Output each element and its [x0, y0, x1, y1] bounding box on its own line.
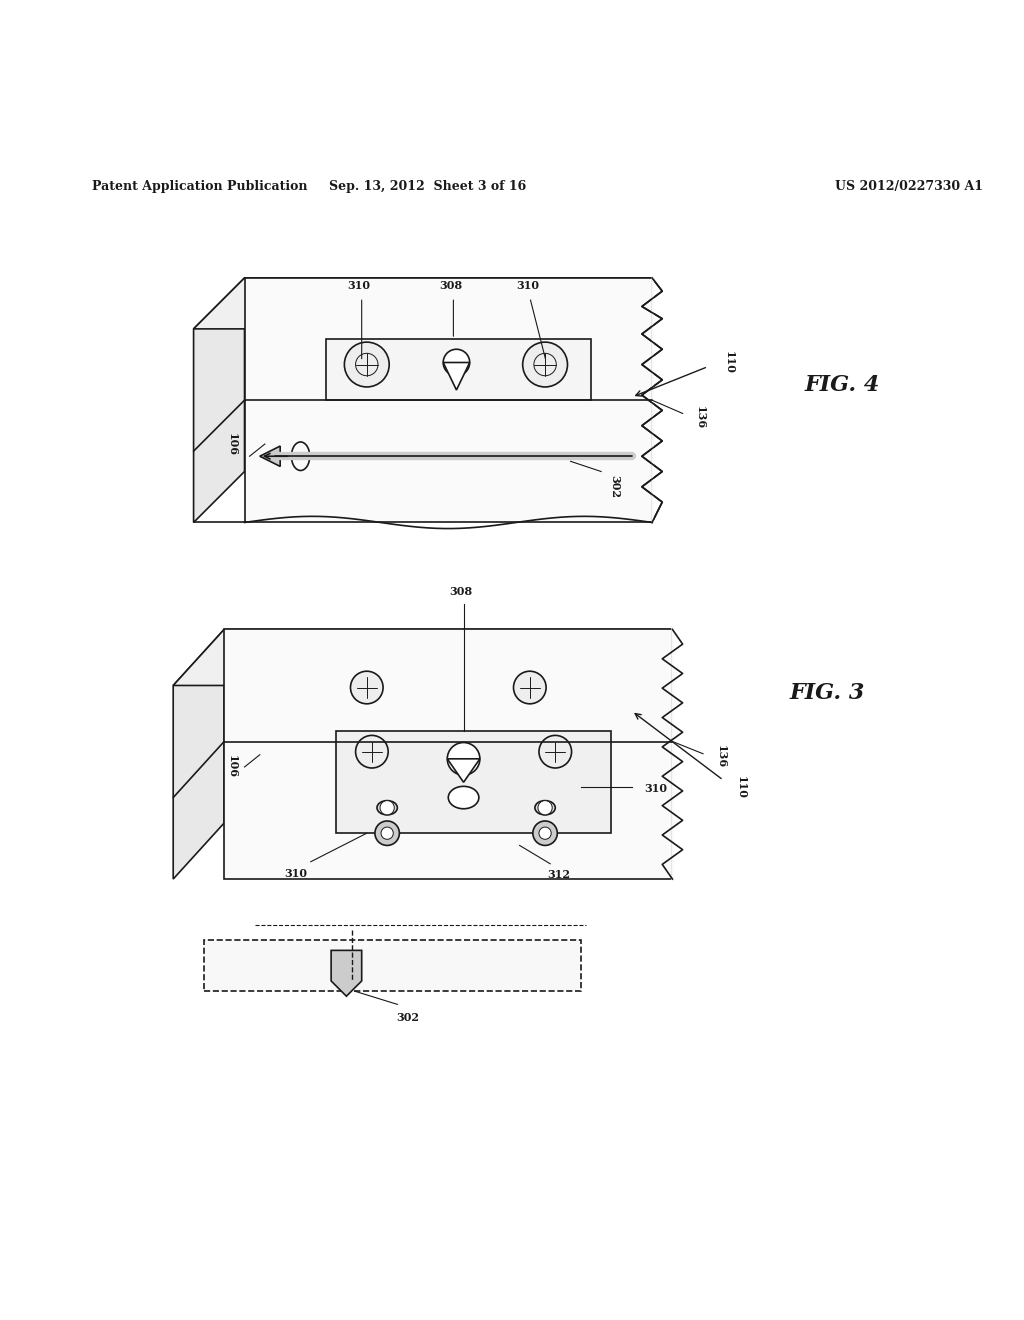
Text: Patent Application Publication: Patent Application Publication — [92, 180, 307, 193]
Circle shape — [355, 354, 378, 376]
Polygon shape — [204, 940, 581, 991]
Text: 310: 310 — [347, 280, 370, 292]
Ellipse shape — [377, 801, 397, 814]
Circle shape — [539, 828, 551, 840]
Text: 310: 310 — [516, 280, 540, 292]
Circle shape — [513, 671, 546, 704]
Polygon shape — [194, 279, 652, 329]
Circle shape — [447, 743, 480, 775]
Text: 136: 136 — [695, 407, 706, 429]
Text: US 2012/0227330 A1: US 2012/0227330 A1 — [836, 180, 983, 193]
Text: 308: 308 — [438, 280, 462, 292]
Polygon shape — [260, 446, 281, 466]
Polygon shape — [336, 731, 611, 833]
Text: 106: 106 — [226, 755, 238, 779]
Text: 106: 106 — [226, 433, 238, 455]
Polygon shape — [331, 950, 361, 997]
Text: 310: 310 — [644, 783, 667, 793]
Text: 312: 312 — [547, 869, 569, 880]
Text: 302: 302 — [396, 1011, 419, 1023]
Text: 136: 136 — [715, 746, 726, 768]
Polygon shape — [173, 630, 224, 879]
Polygon shape — [326, 339, 591, 400]
Polygon shape — [443, 363, 470, 389]
Circle shape — [380, 801, 394, 814]
Polygon shape — [224, 630, 673, 879]
Text: 308: 308 — [449, 586, 472, 597]
Circle shape — [539, 735, 571, 768]
Circle shape — [355, 735, 388, 768]
Circle shape — [522, 342, 567, 387]
Circle shape — [375, 821, 399, 845]
Circle shape — [350, 671, 383, 704]
Text: 302: 302 — [609, 475, 621, 498]
Circle shape — [443, 350, 470, 376]
Circle shape — [538, 801, 552, 814]
Circle shape — [534, 354, 556, 376]
Circle shape — [344, 342, 389, 387]
Text: 110: 110 — [735, 776, 746, 799]
Polygon shape — [447, 759, 480, 783]
Text: Sep. 13, 2012  Sheet 3 of 16: Sep. 13, 2012 Sheet 3 of 16 — [330, 180, 526, 193]
Circle shape — [532, 821, 557, 845]
Polygon shape — [194, 279, 245, 523]
Polygon shape — [245, 279, 652, 523]
Text: FIG. 3: FIG. 3 — [790, 681, 865, 704]
Circle shape — [381, 828, 393, 840]
Text: FIG. 4: FIG. 4 — [805, 374, 881, 396]
Text: 310: 310 — [284, 867, 307, 879]
Polygon shape — [173, 630, 673, 685]
Text: 110: 110 — [723, 351, 734, 374]
Ellipse shape — [535, 801, 555, 814]
Ellipse shape — [449, 787, 479, 809]
